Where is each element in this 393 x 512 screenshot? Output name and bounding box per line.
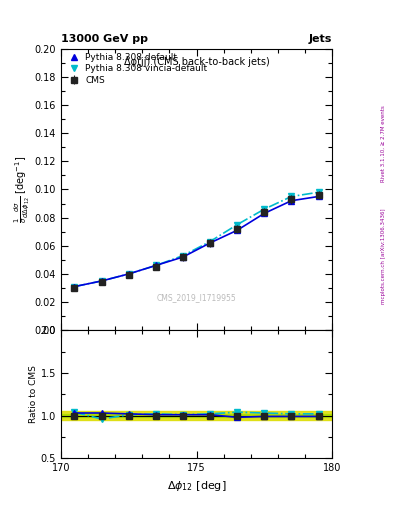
Pythia 8.308 vincia-default [127,271,131,277]
Text: Δφ(јј) (CMS back-to-back jets): Δφ(јј) (CMS back-to-back jets) [124,57,269,67]
Pythia 8.308 vincia-default [180,252,185,259]
Pythia 8.308 default [180,254,185,260]
Pythia 8.308 default [153,262,158,268]
Pythia 8.308 default [208,240,213,246]
Text: Rivet 3.1.10, ≥ 2.7M events: Rivet 3.1.10, ≥ 2.7M events [381,105,386,182]
Bar [61,414,332,417]
Pythia 8.308 vincia-default [289,194,294,200]
Pythia 8.308 default [262,210,267,217]
Line: Pythia 8.308 vincia-default: Pythia 8.308 vincia-default [72,189,321,290]
Pythia 8.308 default [99,278,104,284]
Y-axis label: $\frac{1}{\sigma}\frac{d\sigma}{d\Delta\phi_{12}}$ [deg$^{-1}$]: $\frac{1}{\sigma}\frac{d\sigma}{d\Delta\… [13,156,32,223]
Text: mcplots.cern.ch [arXiv:1306.3436]: mcplots.cern.ch [arXiv:1306.3436] [381,208,386,304]
Text: Jets: Jets [309,33,332,44]
Y-axis label: Ratio to CMS: Ratio to CMS [29,365,38,423]
Bar [61,411,332,420]
X-axis label: $\Delta\phi_{12}$ [deg]: $\Delta\phi_{12}$ [deg] [167,479,226,493]
Pythia 8.308 default [127,271,131,277]
Pythia 8.308 default [316,194,321,200]
Text: CMS_2019_I1719955: CMS_2019_I1719955 [157,293,236,302]
Text: 13000 GeV pp: 13000 GeV pp [61,33,148,44]
Pythia 8.308 vincia-default [99,278,104,284]
Pythia 8.308 vincia-default [316,189,321,195]
Pythia 8.308 default [235,227,240,233]
Pythia 8.308 vincia-default [208,239,213,245]
Pythia 8.308 vincia-default [153,262,158,268]
Pythia 8.308 vincia-default [262,206,267,212]
Pythia 8.308 default [289,198,294,204]
Pythia 8.308 vincia-default [72,284,77,290]
Pythia 8.308 default [72,284,77,290]
Legend: Pythia 8.308 default, Pythia 8.308 vincia-default, CMS: Pythia 8.308 default, Pythia 8.308 vinci… [64,51,209,87]
Line: Pythia 8.308 default: Pythia 8.308 default [72,194,321,290]
Pythia 8.308 vincia-default [235,222,240,228]
